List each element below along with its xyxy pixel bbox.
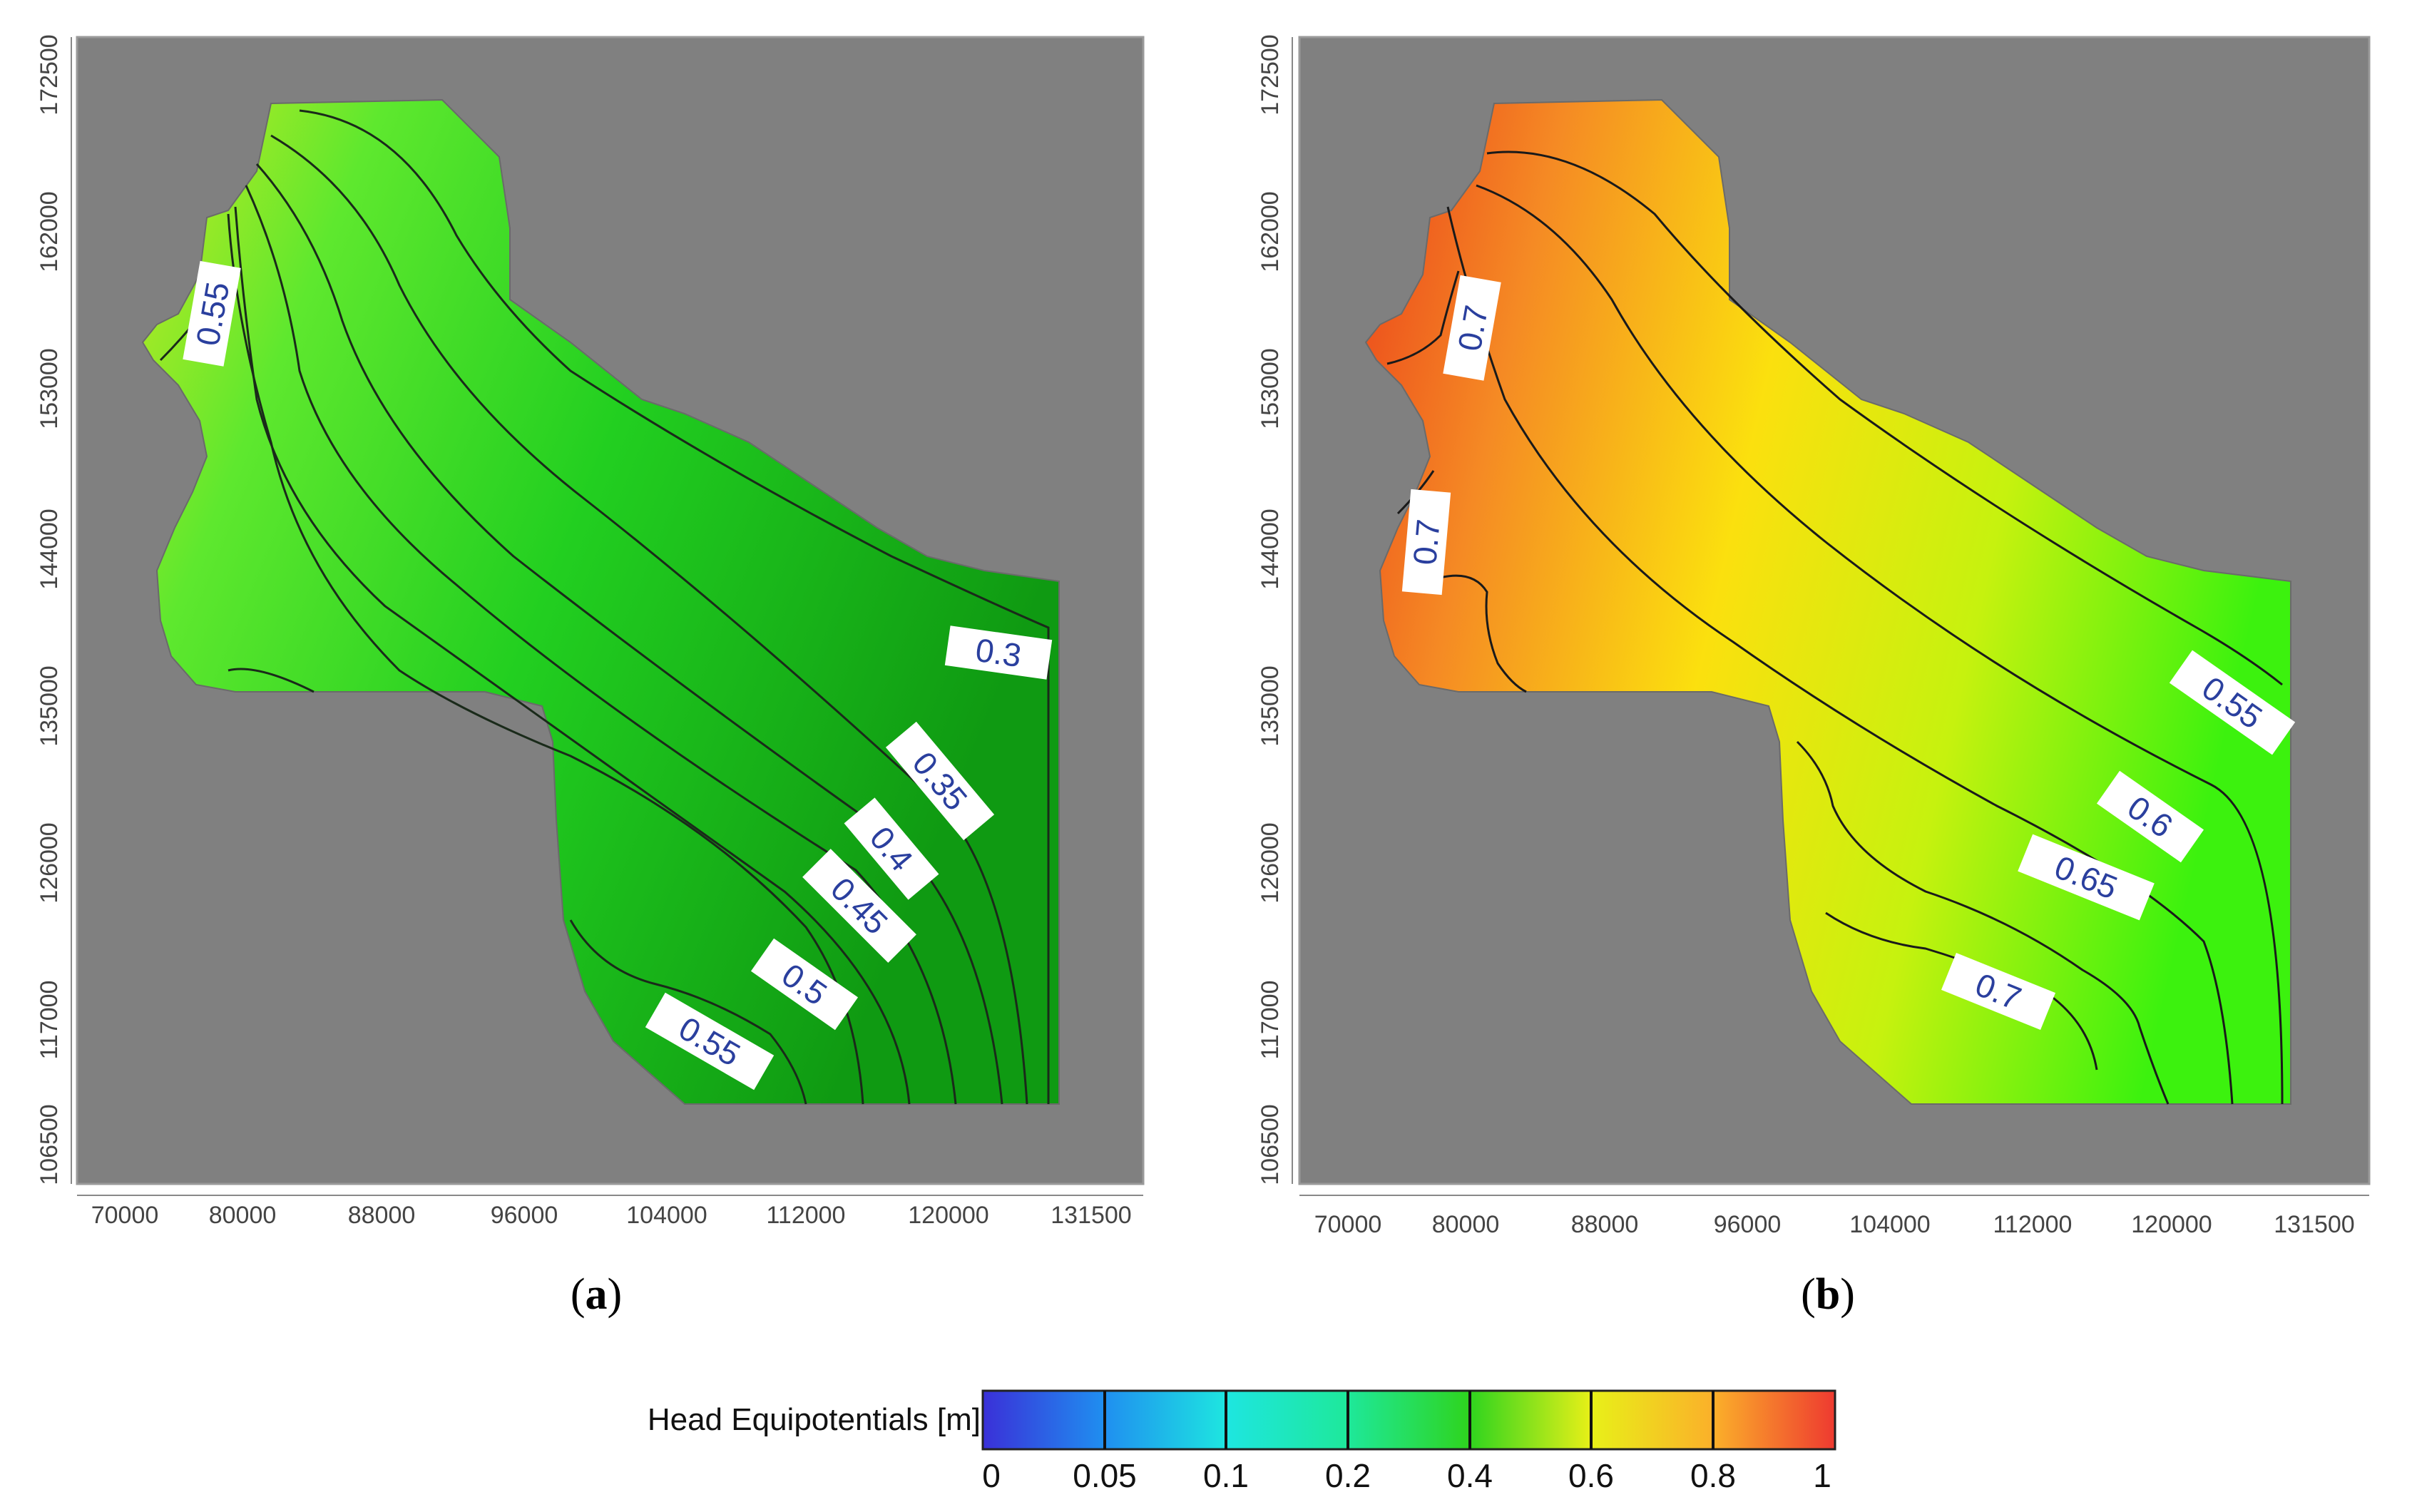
panel-a-y-axis: 172500 162000 153000 144000 135000 12600…	[36, 34, 72, 1185]
contour-label: 0.65	[2018, 834, 2155, 921]
x-tick-label: 80000	[209, 1202, 277, 1229]
svg-text:106500: 106500	[1257, 1104, 1284, 1185]
svg-text:(a): (a)	[571, 1270, 622, 1319]
x-tick-label: 131500	[1051, 1202, 1131, 1229]
svg-text:117000: 117000	[36, 981, 63, 1060]
svg-text:172500: 172500	[36, 34, 63, 115]
y-tick-label: 117000	[1257, 981, 1284, 1060]
panel-b-y-axis: 172500 162000 153000 144000 135000 12600…	[1257, 34, 1293, 1185]
x-tick-label: 88000	[1571, 1211, 1639, 1238]
contour-label: 0.7	[1401, 489, 1451, 596]
panel-a-contour-labels: 0.55 0.3 0.35 0.4 0.45 0.5	[183, 260, 1053, 1090]
contour-line	[299, 109, 1050, 1104]
contour-line	[270, 134, 1028, 1105]
svg-text:162000: 162000	[36, 191, 63, 272]
contour-line	[1796, 740, 2170, 1105]
svg-text:0.3: 0.3	[974, 631, 1024, 674]
svg-text:106500: 106500	[36, 1104, 63, 1185]
x-tick-label: 80000	[1432, 1211, 1500, 1238]
contour-line	[255, 163, 1003, 1105]
x-tick-label: 120000	[908, 1202, 988, 1229]
y-tick-label: 126000	[36, 822, 63, 903]
x-tick-label: 104000	[1849, 1211, 1930, 1238]
colorbar-tick: 0.6	[1568, 1457, 1614, 1494]
svg-text:153000: 153000	[1257, 348, 1284, 429]
contour-line	[1446, 206, 2234, 1105]
svg-text:135000: 135000	[36, 665, 63, 746]
y-tick-label: 172500	[36, 34, 63, 115]
x-tick-label: 70000	[1314, 1211, 1382, 1238]
y-tick-label: 162000	[1257, 191, 1284, 272]
contour-line	[227, 213, 864, 1105]
contour-label: 0.7	[1443, 275, 1501, 381]
y-tick-label: 144000	[36, 509, 63, 589]
panel-a-frame	[76, 36, 1145, 1185]
svg-text:(b): (b)	[1801, 1270, 1855, 1319]
x-tick-label: 96000	[491, 1202, 558, 1229]
colorbar-tick: 0.1	[1203, 1457, 1249, 1494]
contour-line	[569, 919, 807, 1105]
contour-line	[1419, 574, 1527, 693]
panel-b-domain-outline	[1364, 98, 2291, 1105]
y-tick-label: 135000	[1257, 665, 1284, 746]
panel-b: 0.7 0.7 0.55 0.6 0.65 0.7	[1257, 34, 2371, 1319]
svg-text:153000: 153000	[36, 348, 63, 429]
panel-a-caption: (a)	[571, 1270, 622, 1319]
x-tick-label: 131500	[2274, 1211, 2354, 1238]
x-tick-label: 104000	[626, 1202, 707, 1229]
panel-b-x-axis: 70000 80000 88000 96000 104000 112000 12…	[1299, 1195, 2369, 1238]
svg-text:0.7: 0.7	[1451, 302, 1495, 354]
contour-label: 0.55	[183, 260, 241, 367]
panel-a: 0.55 0.3 0.35 0.4 0.45 0.5	[36, 34, 1145, 1319]
x-tick-label: 112000	[767, 1202, 846, 1229]
y-tick-label: 153000	[36, 348, 63, 429]
svg-text:162000: 162000	[1257, 191, 1284, 272]
svg-text:172500: 172500	[1257, 34, 1284, 115]
y-tick-label: 126000	[1257, 822, 1284, 903]
colorbar-title: Head Equipotentials [m]	[648, 1402, 981, 1437]
colorbar-tick: 0.2	[1325, 1457, 1371, 1494]
svg-text:126000: 126000	[36, 822, 63, 903]
x-tick-label: 70000	[91, 1202, 159, 1229]
y-tick-label: 135000	[36, 665, 63, 746]
y-tick-label: 117000	[36, 981, 63, 1060]
contour-line	[1386, 270, 1460, 365]
panel-a-domain-outline	[141, 98, 1060, 1105]
svg-text:144000: 144000	[1257, 509, 1284, 589]
x-tick-label: 88000	[348, 1202, 416, 1229]
y-tick-label: 172500	[1257, 34, 1284, 115]
contour-line	[1476, 184, 2284, 1105]
svg-text:0.7: 0.7	[1406, 518, 1446, 566]
y-tick-label: 106500	[1257, 1104, 1284, 1185]
y-tick-label: 153000	[1257, 348, 1284, 429]
panel-a-x-axis: 70000 80000 88000 96000 104000 112000 12…	[77, 1195, 1143, 1229]
contour-label: 0.5	[750, 938, 859, 1031]
svg-text:144000: 144000	[36, 509, 63, 589]
contour-label: 0.6	[2096, 770, 2204, 863]
svg-text:126000: 126000	[1257, 822, 1284, 903]
y-tick-label: 106500	[36, 1104, 63, 1185]
colorbar: Head Equipotentials [m] 0 0.05 0.1 0.2 0…	[648, 1389, 1836, 1494]
panel-b-caption: (b)	[1801, 1270, 1855, 1319]
x-tick-label: 120000	[2131, 1211, 2212, 1238]
contour-line	[228, 668, 315, 693]
colorbar-dividers	[1103, 1391, 1715, 1449]
svg-text:117000: 117000	[1257, 981, 1284, 1060]
colorbar-tick: 0.8	[1690, 1457, 1736, 1494]
contour-label: 0.3	[944, 625, 1053, 680]
y-tick-label: 144000	[1257, 509, 1284, 589]
x-tick-label: 112000	[1993, 1211, 2073, 1238]
colorbar-tick: 0.4	[1447, 1457, 1493, 1494]
colorbar-tick: 0	[982, 1457, 1001, 1494]
colorbar-tick: 1	[1813, 1457, 1831, 1494]
contour-line	[1486, 150, 2283, 686]
x-tick-label: 96000	[1714, 1211, 1782, 1238]
panel-b-frame	[1298, 36, 2371, 1185]
colorbar-gradient	[981, 1389, 1836, 1451]
colorbar-tick: 0.05	[1073, 1457, 1137, 1494]
svg-text:135000: 135000	[1257, 665, 1284, 746]
y-tick-label: 162000	[36, 191, 63, 272]
